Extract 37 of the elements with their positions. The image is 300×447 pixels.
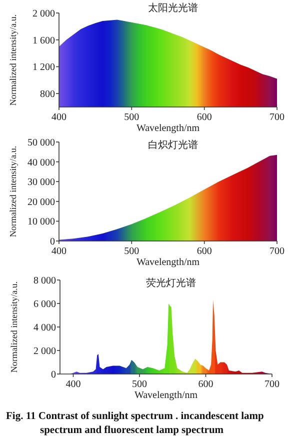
y-tick-label: 2 000 bbox=[34, 346, 56, 357]
x-tick-label: 400 bbox=[52, 112, 66, 123]
y-axis-title: Normalized intensity/a.u. bbox=[8, 146, 18, 238]
x-tick-label: 700 bbox=[270, 112, 284, 123]
chart-title: 太阳光光谱 bbox=[148, 2, 198, 14]
y-tick-label: 0 bbox=[50, 236, 55, 248]
y-tick-label: 2 000 bbox=[32, 8, 55, 20]
y-tick-label: 10 000 bbox=[28, 216, 55, 228]
y-tick-label: 6 000 bbox=[34, 299, 56, 310]
x-tick-label: 500 bbox=[132, 379, 147, 390]
x-tick-label: 700 bbox=[270, 246, 284, 257]
y-tick-label: 40 000 bbox=[28, 157, 55, 168]
y-tick-label: 30 000 bbox=[28, 177, 55, 188]
x-tick-label: 700 bbox=[264, 379, 280, 390]
y-tick-label: 50 000 bbox=[28, 138, 55, 148]
y-tick-label: 20 000 bbox=[28, 196, 55, 208]
x-tick-label: 600 bbox=[196, 112, 212, 123]
x-tick-label: 400 bbox=[66, 379, 81, 390]
y-tick-label: 4 000 bbox=[34, 322, 56, 334]
x-tick-label: 600 bbox=[196, 246, 212, 257]
x-tick-label: 400 bbox=[52, 246, 66, 257]
y-axis-title: Normalized intensity/a.u. bbox=[8, 14, 18, 106]
x-axis-title: Wavelength/nm bbox=[136, 257, 200, 268]
chart-title: 白炽灯光谱 bbox=[148, 139, 198, 151]
chart-title: 荧光灯光谱 bbox=[146, 277, 196, 289]
x-tick-label: 600 bbox=[198, 379, 214, 390]
x-tick-label: 500 bbox=[124, 246, 140, 257]
x-axis-title: Wavelength/nm bbox=[136, 123, 200, 134]
x-tick-label: 500 bbox=[124, 112, 140, 123]
y-tick-label: 1 200 bbox=[32, 62, 55, 74]
y-axis-title: Normalized intensity/a.u. bbox=[9, 281, 19, 373]
y-tick-label: 8 000 bbox=[34, 276, 56, 286]
x-axis-title: Wavelength/nm bbox=[134, 390, 198, 401]
y-tick-label: 800 bbox=[40, 89, 55, 100]
caption: Fig. 11 Contrast of sunlight spectrum . incandescent lamp spectrum and fluorescent lamp spectrum bbox=[6, 411, 264, 436]
y-tick-label: 1 600 bbox=[32, 35, 55, 46]
y-tick-label: 0 bbox=[51, 370, 56, 380]
